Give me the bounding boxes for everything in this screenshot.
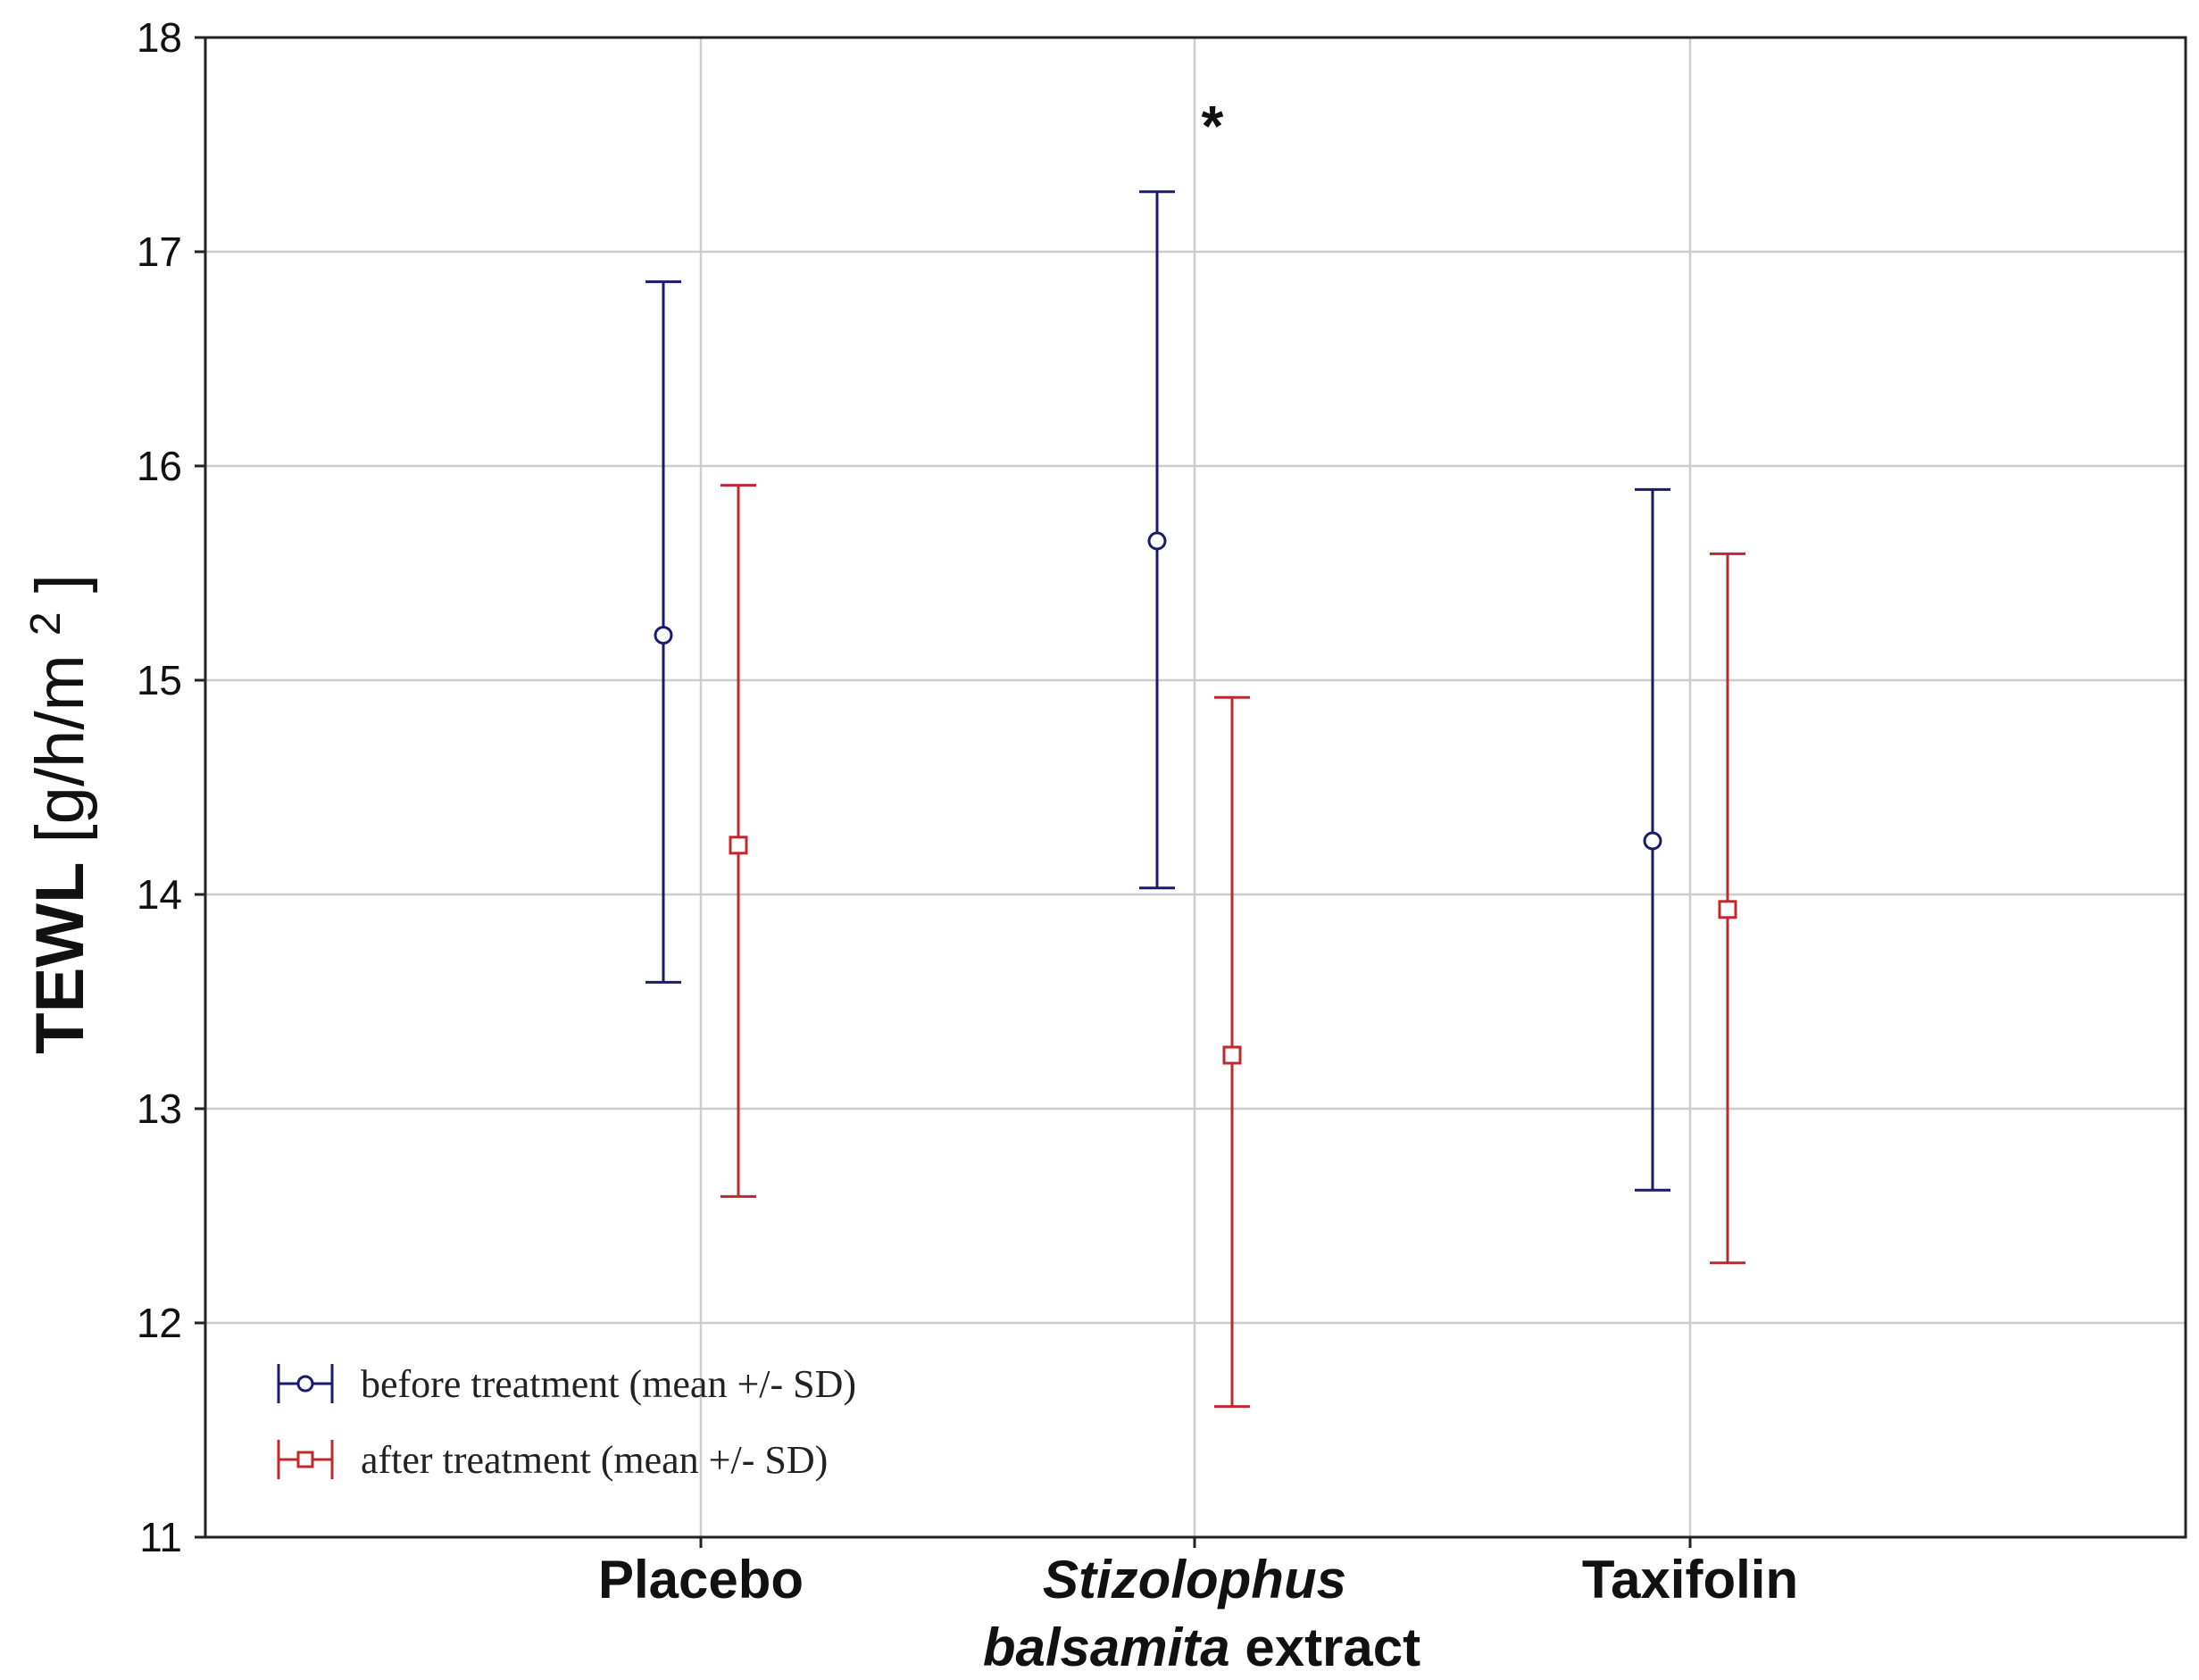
category-label-part: balsamita — [983, 1618, 1230, 1677]
category-label-taxifolin: Taxifolin — [1582, 1550, 1798, 1609]
y-axis-label-main: TEWL — [22, 862, 98, 1054]
y-tick-label: 14 — [137, 871, 182, 918]
y-axis-label-close: ] — [22, 574, 98, 593]
y-axis-label-unit: [g/h/m — [22, 654, 98, 843]
x-axis-labels: Placebo Stizolophus balsamita extract Taxif… — [598, 1537, 1798, 1677]
y-tick-label: 11 — [139, 1514, 182, 1560]
legend-marker-square — [296, 1451, 314, 1468]
y-tick-label: 15 — [137, 657, 182, 703]
category-label-part: extract — [1230, 1618, 1420, 1677]
y-axis-label-group: TEWL [g/h/m 2 ] — [22, 574, 99, 1054]
y-tick-label: 16 — [137, 443, 182, 489]
category-label-part: Stizolophus — [1043, 1550, 1346, 1609]
category-label-part: Taxifolin — [1582, 1550, 1798, 1609]
y-tick-label: 17 — [137, 229, 182, 275]
category-label-placebo: Placebo — [598, 1550, 804, 1609]
significance-marker: * — [1202, 94, 1224, 158]
mean-point-circle — [1643, 831, 1662, 851]
category-label-stizolophus: Stizolophus — [1043, 1550, 1346, 1609]
legend-label: before treatment (mean +/- SD) — [361, 1362, 856, 1406]
y-axis-label-superscript: 2 — [22, 611, 70, 636]
y-tick-label: 13 — [137, 1085, 182, 1132]
legend-label: after treatment (mean +/- SD) — [361, 1438, 828, 1482]
legend-item-before-treatment: before treatment (mean +/- SD) — [277, 1362, 856, 1406]
series-group — [646, 190, 1745, 1409]
mean-point-square — [1222, 1045, 1242, 1065]
y-tick-label: 12 — [137, 1300, 182, 1346]
category-label-stizolophus-line2: balsamita extract — [983, 1618, 1420, 1677]
series-before-treatment — [646, 190, 1670, 1192]
grid-lines — [205, 37, 2186, 1537]
y-tick-label: 18 — [137, 14, 182, 61]
series-after-treatment — [721, 484, 1745, 1409]
plot-frame — [204, 36, 2187, 1539]
annotations: * — [1202, 94, 1224, 158]
legend-marker-circle — [296, 1375, 314, 1393]
legend: before treatment (mean +/- SD) after trea… — [277, 1362, 856, 1482]
y-axis-label: TEWL [g/h/m 2 ] — [22, 574, 99, 1054]
legend-item-after-treatment: after treatment (mean +/- SD) — [277, 1438, 828, 1482]
category-label-part: Placebo — [598, 1550, 804, 1609]
mean-point-circle — [654, 626, 673, 645]
mean-point-square — [1718, 900, 1737, 919]
y-axis-ticks: 11 12 13 14 15 16 17 18 — [137, 14, 205, 1560]
mean-point-square — [729, 836, 748, 855]
mean-point-circle — [1147, 531, 1167, 551]
